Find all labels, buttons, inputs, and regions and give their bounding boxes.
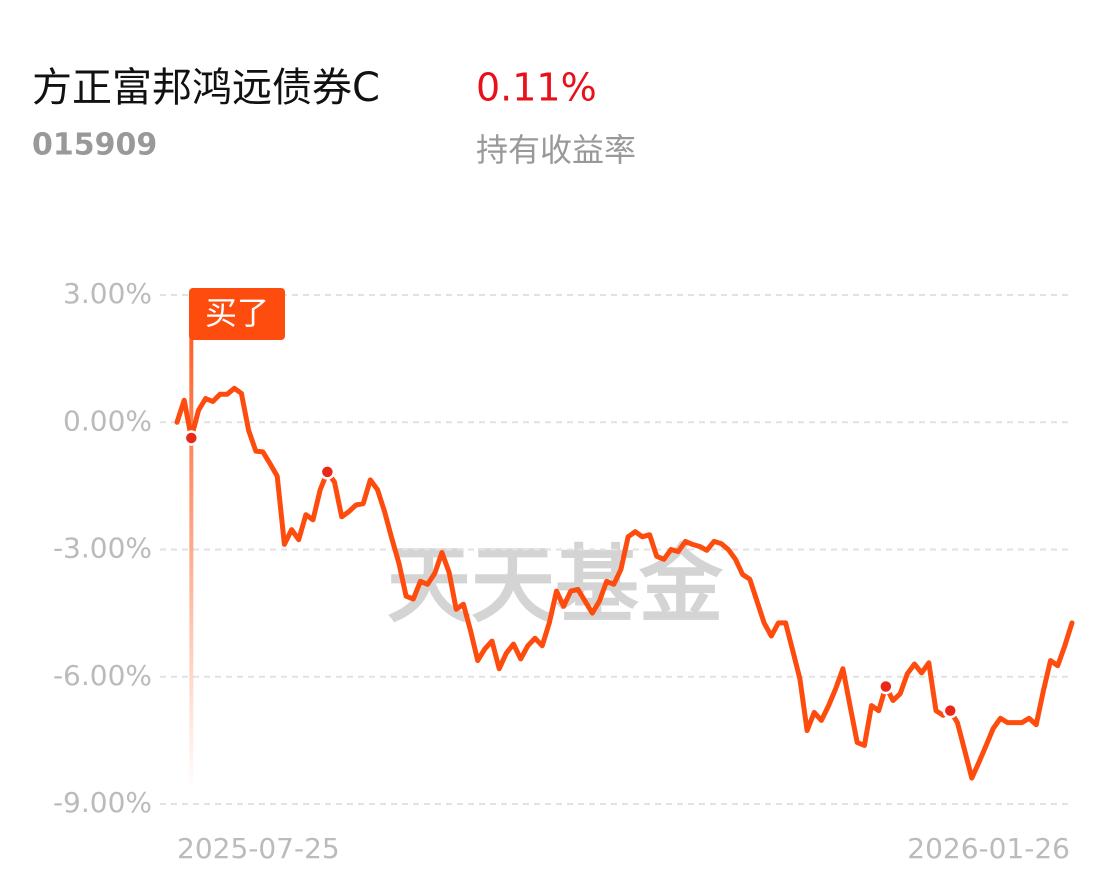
trade-dot	[183, 430, 200, 446]
y-tick-label: -6.00%	[53, 659, 152, 692]
y-tick-label: -3.00%	[53, 532, 152, 565]
x-tick-label: 2025-07-25	[177, 832, 340, 865]
y-tick-label: -9.00%	[53, 786, 152, 819]
return-value: 0.11%	[476, 66, 597, 110]
y-tick-label: 0.00%	[63, 404, 152, 437]
trade-dot	[878, 678, 894, 695]
fund-name: 方正富邦鸿远债券C	[32, 65, 380, 111]
return-label: 持有收益率	[476, 131, 636, 169]
trade-dot	[319, 464, 336, 480]
trade-dot	[942, 702, 959, 719]
buy-tag	[189, 288, 285, 340]
buy-label: 买了	[205, 294, 269, 332]
buy-line	[189, 330, 194, 790]
x-tick-label: 2026-01-26	[907, 832, 1070, 865]
y-tick-label: 3.00%	[63, 277, 152, 310]
fund-code: 015909	[32, 128, 157, 163]
